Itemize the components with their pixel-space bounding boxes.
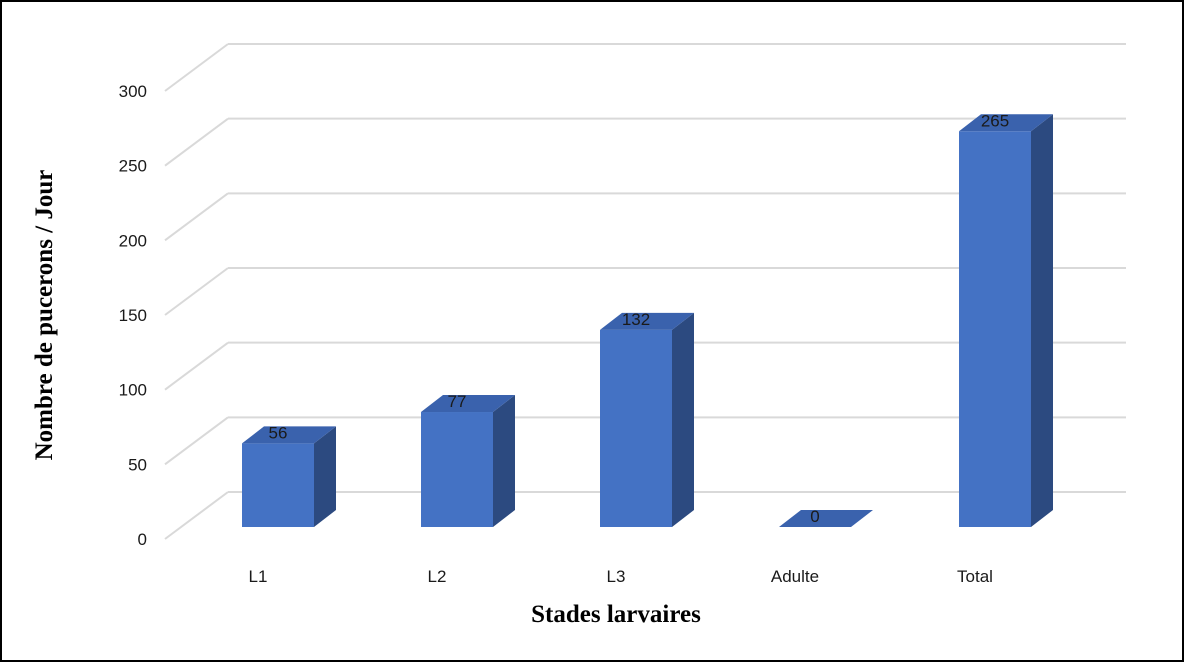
bar-top [242, 426, 336, 444]
x-axis-title: Stades larvaires [531, 601, 701, 628]
bar-top [600, 312, 694, 330]
data-label: 0 [810, 507, 819, 526]
y-tick-label: 300 [119, 82, 147, 101]
bar-front [600, 329, 672, 527]
y-tick-label: 250 [119, 157, 147, 176]
x-tick-label: Adulte [771, 567, 819, 586]
bar-top [959, 114, 1053, 132]
y-tick-label: 100 [119, 381, 147, 400]
gridline-side [164, 341, 229, 391]
gridline-side [164, 267, 229, 316]
x-tick-label: L1 [249, 567, 268, 586]
bars [242, 114, 1053, 528]
bar-side [314, 426, 336, 527]
x-tick-label: L3 [607, 567, 626, 586]
bar-top [779, 510, 873, 527]
x-axis-ticks: L1 L2 L3 Adulte Total [249, 567, 993, 586]
gridline-side [164, 117, 229, 167]
x-tick-label: Total [957, 567, 993, 586]
y-axis-ticks: 0 50 100 150 200 250 300 [119, 82, 147, 549]
y-tick-label: 0 [138, 530, 147, 549]
bar-adulte [779, 510, 873, 527]
data-label: 265 [981, 111, 1009, 130]
data-label: 56 [269, 423, 288, 442]
gridline-side [164, 416, 229, 466]
gridline-side [164, 491, 229, 540]
bar-l1 [242, 426, 336, 527]
bar-l2 [421, 395, 515, 527]
x-tick-label: L2 [428, 567, 447, 586]
bar-total [959, 114, 1053, 528]
bar-side [493, 395, 515, 527]
gridline-side [164, 192, 229, 242]
gridline-side [164, 43, 229, 92]
data-label: 132 [622, 310, 650, 329]
data-label: 77 [448, 392, 467, 411]
bar-l3 [600, 312, 694, 527]
y-axis-title: Nombre de pucerons / Jour [31, 170, 58, 461]
bar-front [959, 131, 1031, 527]
bar-side [672, 312, 694, 527]
data-labels: 56 77 132 0 265 [269, 111, 1010, 526]
bar-front [421, 412, 493, 527]
bar-side [1031, 114, 1053, 528]
bar-top [421, 395, 515, 413]
y-tick-label: 150 [119, 306, 147, 325]
y-tick-label: 50 [128, 455, 147, 474]
bar-front [242, 443, 314, 527]
y-tick-label: 200 [119, 231, 147, 250]
